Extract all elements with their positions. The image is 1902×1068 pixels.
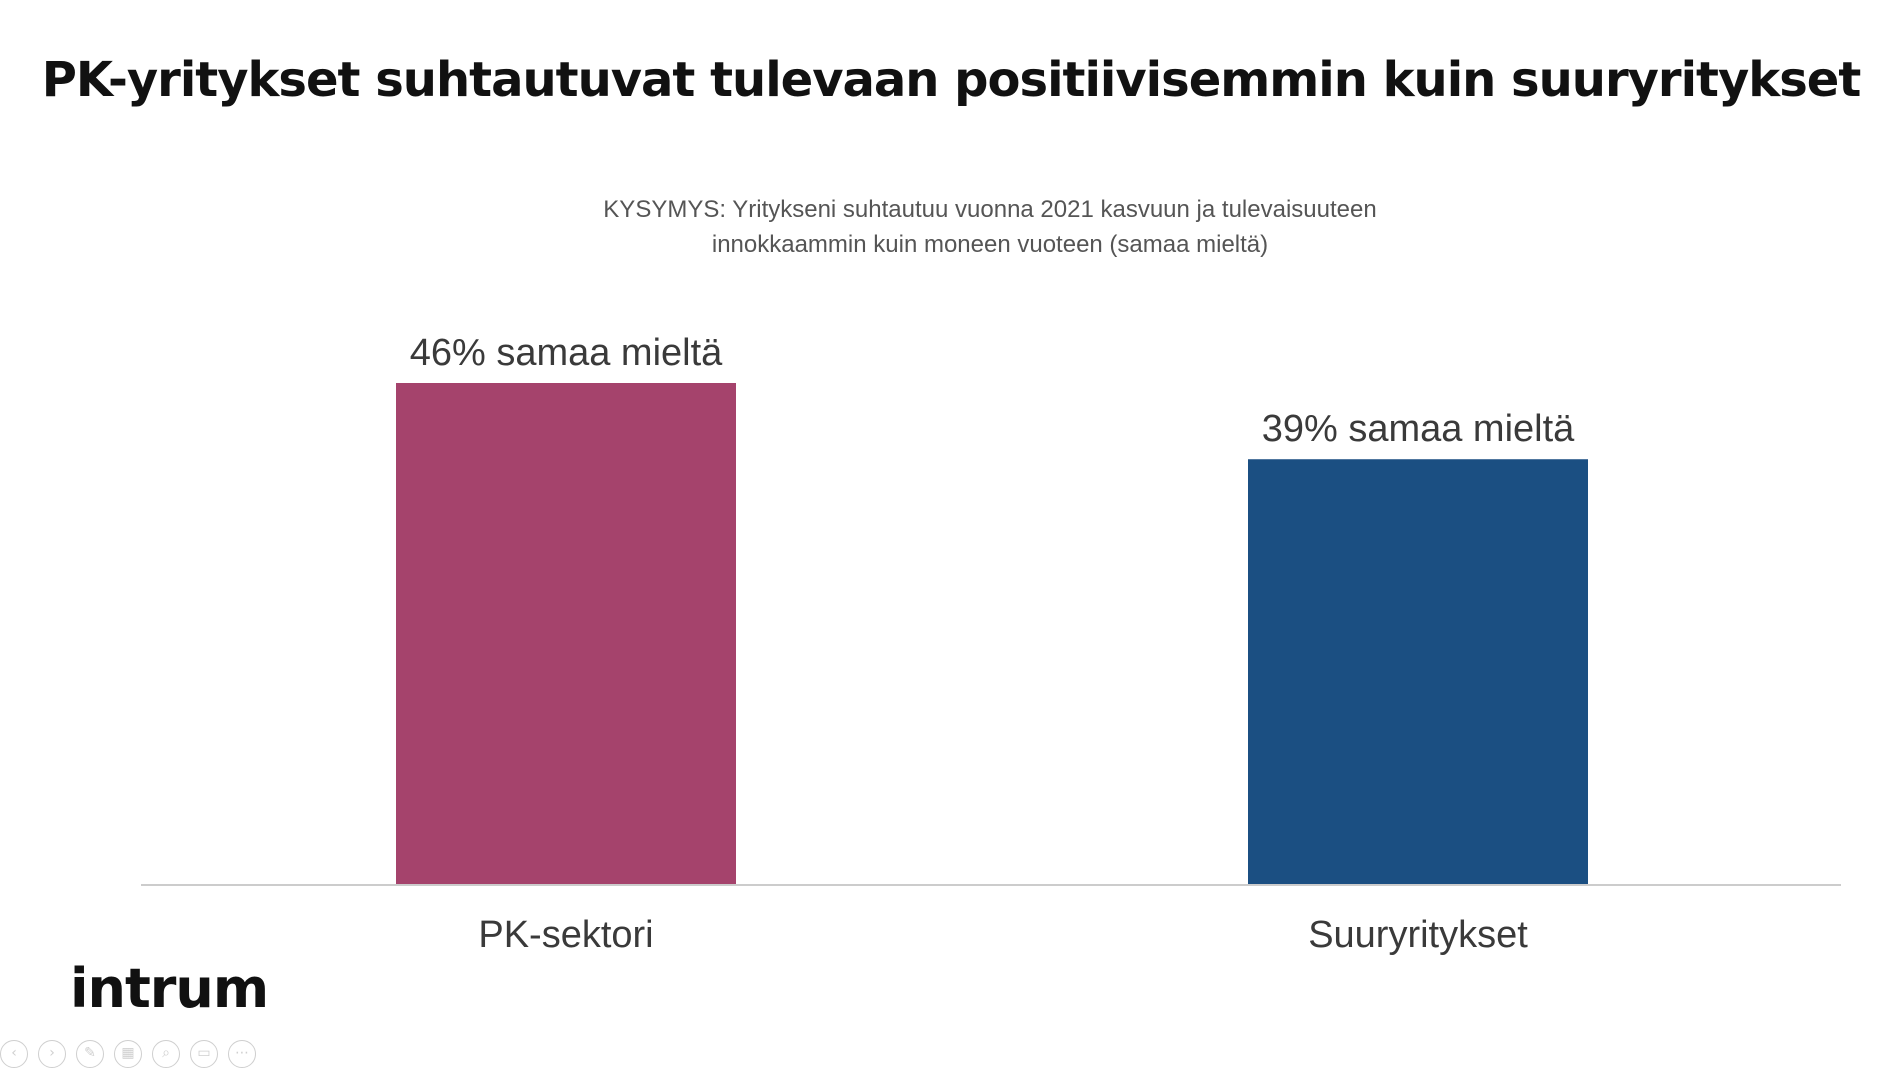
pen-icon[interactable]: ✎: [76, 1040, 104, 1068]
question-text: KYSYMYS: Yritykseni suhtautuu vuonna 202…: [0, 192, 1902, 262]
bar-1: [396, 383, 736, 884]
data-label-2: 39% samaa mieltä: [1262, 408, 1575, 450]
subtitle-icon[interactable]: ▭: [190, 1040, 218, 1068]
category-label-2: Suuryritykset: [1308, 914, 1528, 956]
next-icon[interactable]: ›: [38, 1040, 66, 1068]
slide-title: PK-yritykset suhtautuvat tulevaan positi…: [41, 52, 1862, 108]
zoom-icon[interactable]: ⌕: [152, 1040, 180, 1068]
grid-icon[interactable]: ▦: [114, 1040, 142, 1068]
question-line-1: KYSYMYS: Yritykseni suhtautuu vuonna 202…: [603, 196, 1377, 223]
more-icon[interactable]: ⋯: [228, 1040, 256, 1068]
category-label-1: PK-sektori: [478, 914, 653, 956]
prev-icon[interactable]: ‹: [0, 1040, 28, 1068]
data-label-1: 46% samaa mieltä: [410, 332, 723, 374]
bars-group: 46% samaa mieltä PK-sektori 39% samaa miel…: [396, 332, 1588, 956]
intrum-logo: intrum: [70, 957, 269, 1020]
question-line-2: innokkaammin kuin moneen vuoteen (samaa …: [711, 231, 1269, 258]
bar-2: [1248, 459, 1588, 884]
